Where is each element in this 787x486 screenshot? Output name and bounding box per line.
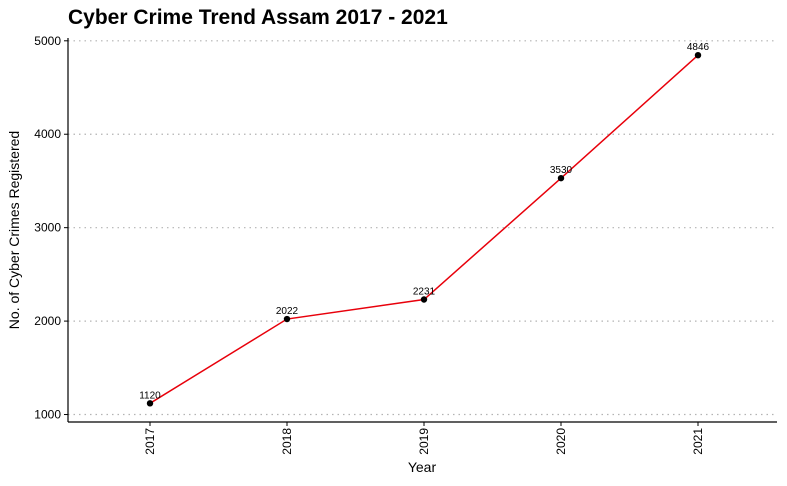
x-tick-label: 2021 [691,428,705,455]
data-point [557,174,565,182]
data-label: 2022 [276,306,299,317]
x-ticks: 2017 2018 2019 2020 2021 [143,422,705,455]
data-point [420,296,428,303]
data-label: 1120 [139,390,161,401]
data-label: 3530 [550,165,573,176]
y-ticks: 1000 2000 3000 4000 5000 [34,34,68,422]
data-point [283,315,291,323]
x-tick-label: 2019 [417,428,431,455]
data-label: 4846 [687,42,710,53]
y-tick-label: 3000 [34,221,61,235]
x-tick-label: 2020 [554,428,568,455]
data-point [694,51,702,59]
data-label: 2231 [413,287,436,298]
x-tick-label: 2018 [280,428,294,455]
x-tick-label: 2017 [143,428,157,455]
series: 1120 2022 2231 3530 4846 [139,42,710,407]
data-point [146,400,154,407]
chart-title: Cyber Crime Trend Assam 2017 - 2021 [68,6,448,29]
series-line [149,54,699,404]
y-tick-label: 5000 [34,34,61,48]
axes [67,38,777,423]
y-tick-label: 1000 [34,408,61,422]
gridlines [68,40,777,416]
y-tick-label: 4000 [34,127,61,141]
y-tick-label: 2000 [34,314,61,328]
x-axis-title: Year [408,459,437,475]
y-axis-title: No. of Cyber Crimes Registered [6,131,22,329]
